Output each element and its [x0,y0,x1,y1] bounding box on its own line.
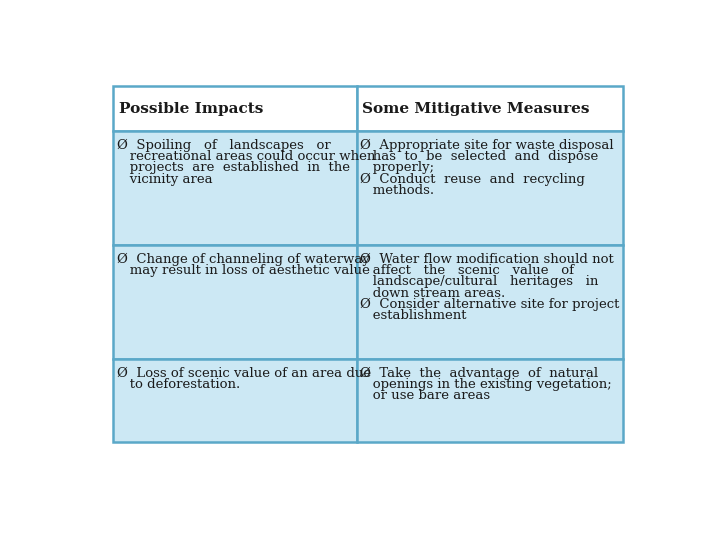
Text: Ø  Take  the  advantage  of  natural: Ø Take the advantage of natural [361,367,598,380]
Text: Possible Impacts: Possible Impacts [119,102,263,116]
Bar [356,245,624,359]
Text: Some Mitigative Measures: Some Mitigative Measures [362,102,590,116]
Text: methods.: methods. [361,184,435,197]
Text: Ø  Consider alternative site for project: Ø Consider alternative site for project [361,298,620,311]
Text: openings in the existing vegetation;: openings in the existing vegetation; [361,378,612,391]
Text: vicinity area: vicinity area [117,173,212,186]
Text: affect   the   scenic   value   of: affect the scenic value of [361,264,575,277]
Text: Ø  Conduct  reuse  and  recycling: Ø Conduct reuse and recycling [361,173,585,186]
Text: Ø  Appropriate site for waste disposal: Ø Appropriate site for waste disposal [361,139,614,152]
Bar [113,245,356,359]
Bar [356,359,624,442]
Text: Ø  Change of channeling of waterway: Ø Change of channeling of waterway [117,253,370,266]
Text: Ø  Water flow modification should not: Ø Water flow modification should not [361,253,614,266]
Text: properly;: properly; [361,161,435,174]
Text: landscape/cultural   heritages   in: landscape/cultural heritages in [361,275,599,288]
Text: or use bare areas: or use bare areas [361,389,490,402]
Bar [113,359,356,442]
Text: Ø  Loss of scenic value of an area due: Ø Loss of scenic value of an area due [117,367,372,380]
Text: Ø  Spoiling   of   landscapes   or: Ø Spoiling of landscapes or [117,139,331,152]
Text: may result in loss of aesthetic value: may result in loss of aesthetic value [117,264,370,277]
Text: establishment: establishment [361,309,467,322]
Text: down stream areas.: down stream areas. [361,287,505,300]
Bar [113,131,356,245]
Text: projects  are  established  in  the: projects are established in the [117,161,350,174]
Bar [113,86,356,131]
Bar [356,86,624,131]
Text: to deforestation.: to deforestation. [117,378,240,391]
Text: recreational areas could occur when: recreational areas could occur when [117,150,376,163]
Bar [356,131,624,245]
Text: has  to  be  selected  and  dispose: has to be selected and dispose [361,150,599,163]
